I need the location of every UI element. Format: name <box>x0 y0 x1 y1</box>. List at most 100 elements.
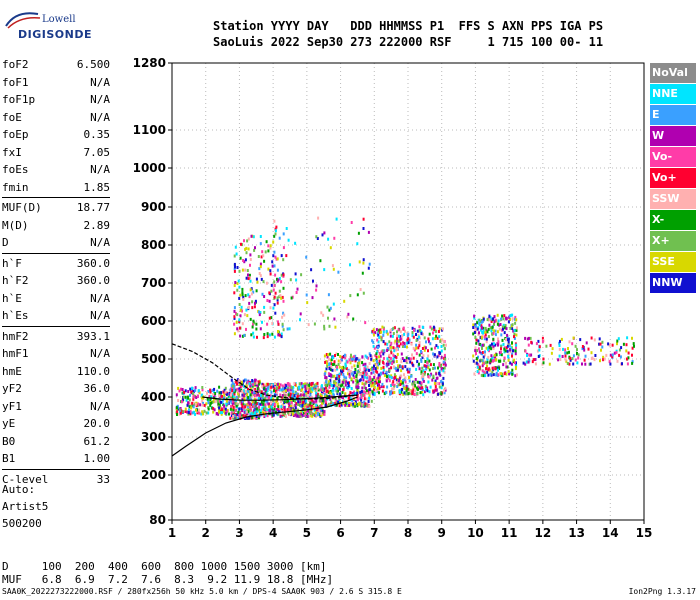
data-point <box>443 356 446 360</box>
data-point <box>335 377 338 381</box>
data-point <box>230 414 233 417</box>
data-point <box>581 362 583 366</box>
data-point <box>386 357 389 361</box>
data-point <box>486 360 489 364</box>
data-point <box>307 409 310 413</box>
data-point <box>381 389 384 393</box>
data-point <box>244 247 247 251</box>
data-point <box>371 329 374 333</box>
data-point <box>358 260 361 264</box>
data-point <box>255 407 258 411</box>
data-point <box>263 392 266 396</box>
data-point <box>269 272 272 276</box>
data-point <box>509 361 512 365</box>
data-point <box>416 329 419 333</box>
data-point <box>256 409 259 413</box>
data-point <box>488 318 491 322</box>
data-point <box>288 391 291 395</box>
data-point <box>495 371 498 375</box>
data-point <box>577 353 580 357</box>
data-point <box>191 392 194 395</box>
data-point <box>320 413 323 417</box>
data-point <box>238 320 241 324</box>
data-point <box>416 360 419 364</box>
data-point <box>411 390 414 394</box>
data-point <box>284 386 286 390</box>
data-point <box>429 385 432 389</box>
data-point <box>295 402 298 406</box>
data-point <box>214 392 217 395</box>
data-point <box>405 389 408 393</box>
data-point <box>350 353 352 357</box>
data-point <box>279 383 282 387</box>
data-point <box>422 379 425 383</box>
param-label: yE <box>2 417 16 430</box>
data-point <box>276 402 279 406</box>
data-point <box>605 353 608 357</box>
data-point <box>249 317 252 321</box>
data-point <box>230 411 233 415</box>
data-point <box>272 385 275 389</box>
data-point <box>505 372 508 376</box>
data-point <box>497 319 500 323</box>
data-point <box>581 345 584 348</box>
data-point <box>266 382 269 386</box>
data-point <box>192 401 195 405</box>
data-point <box>249 384 252 388</box>
param-value: 1.00 <box>83 452 111 465</box>
data-point <box>534 358 537 361</box>
data-point <box>210 395 213 399</box>
data-point <box>288 399 291 403</box>
data-point <box>232 394 235 398</box>
data-point <box>410 390 413 393</box>
data-point <box>492 373 495 377</box>
data-point <box>420 360 423 363</box>
data-point <box>316 392 319 396</box>
data-point <box>507 320 510 324</box>
data-point <box>492 344 495 348</box>
data-point <box>615 351 618 355</box>
data-point <box>415 343 418 347</box>
data-point <box>483 335 486 339</box>
data-point <box>341 391 344 394</box>
data-point <box>405 356 408 360</box>
data-point <box>352 357 355 361</box>
data-point <box>421 356 424 360</box>
data-point <box>505 327 508 331</box>
data-point <box>379 335 382 339</box>
data-point <box>378 355 380 359</box>
data-point <box>527 360 530 364</box>
data-point <box>440 349 443 353</box>
data-point <box>363 367 366 371</box>
data-point <box>309 387 312 391</box>
data-point <box>324 384 327 387</box>
data-point <box>477 347 480 351</box>
data-point <box>289 395 292 399</box>
data-point <box>266 299 269 302</box>
data-point <box>414 378 417 381</box>
data-point <box>440 386 443 390</box>
data-point <box>338 404 341 408</box>
data-point <box>325 376 328 380</box>
data-point <box>367 266 370 270</box>
data-point <box>333 360 336 364</box>
data-point <box>332 302 335 306</box>
data-point <box>368 262 371 266</box>
data-point <box>303 409 306 413</box>
data-point <box>356 389 359 393</box>
data-point <box>379 375 381 379</box>
data-point <box>572 336 575 340</box>
data-point <box>270 384 273 388</box>
data-point <box>325 353 328 356</box>
data-point <box>438 327 441 331</box>
data-point <box>494 367 497 371</box>
data-point <box>325 360 328 364</box>
data-point <box>432 325 435 329</box>
param-label: fmin <box>2 180 29 194</box>
data-point <box>376 387 379 390</box>
data-point <box>356 385 359 389</box>
data-point <box>271 322 274 325</box>
data-point <box>241 243 244 247</box>
data-point <box>246 314 249 318</box>
data-point <box>472 326 475 329</box>
